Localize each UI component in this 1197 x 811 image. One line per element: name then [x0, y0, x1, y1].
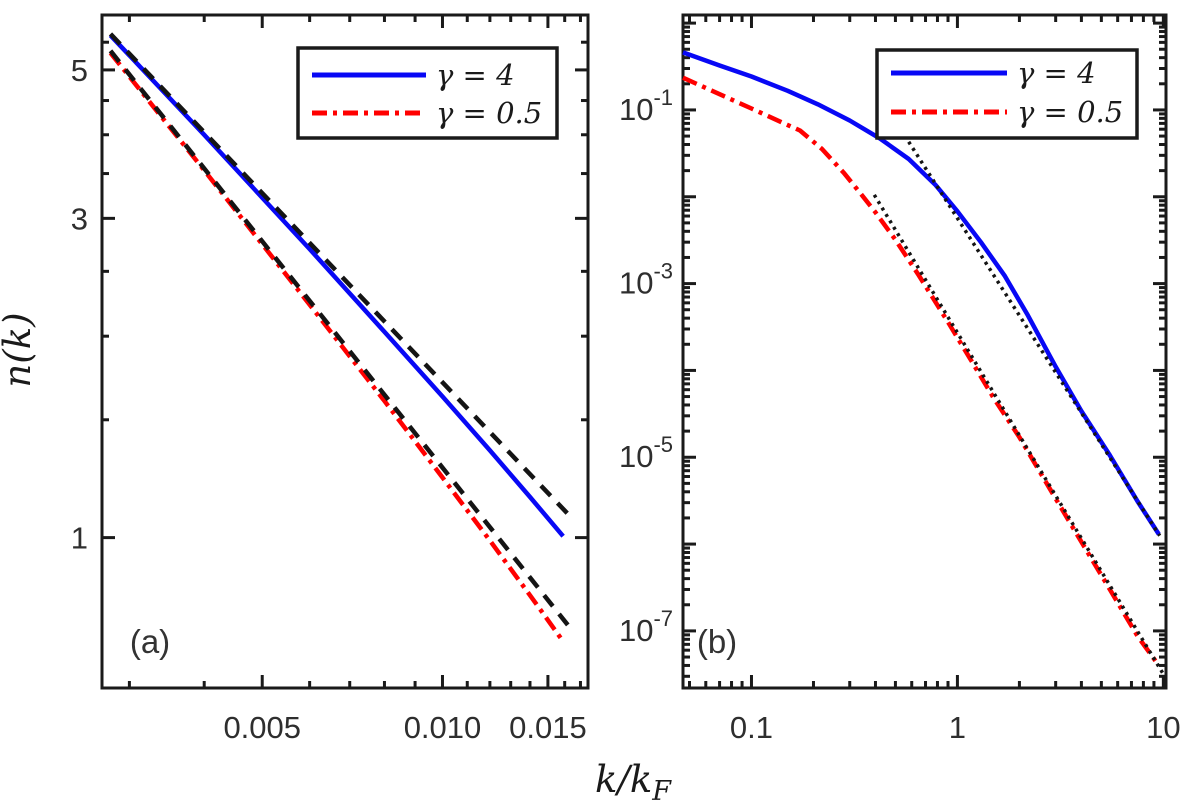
panel-a-legend-label: γ = 0.5: [436, 96, 542, 130]
panel-a-legend: γ = 4 γ = 0.5: [296, 46, 559, 140]
panel-b-y-tick-label: 10-3: [619, 259, 673, 301]
panel-b-x-tick-label: 1: [949, 710, 966, 745]
panel-a-gamma-4-curve: [108, 33, 565, 538]
panel-b-x-tick-label: 0.1: [730, 710, 773, 745]
panel-a-y-tick-label: 3: [71, 201, 88, 236]
panel-a-x-tick-label: 0.015: [509, 710, 587, 745]
panel-b: 0.1 1 10 10-1 10-3 10-5 10-7 γ = 4 γ = 0.5 (b): [619, 13, 1181, 745]
panel-b-legend-box: [875, 48, 1139, 140]
panel-a-frame: [100, 13, 590, 690]
panel-a-gamma-05-curve: [108, 51, 565, 643]
panel-b-gamma-05-k4-asymptote: [872, 193, 1164, 674]
panel-b-legend-label: γ = 4: [1017, 56, 1096, 90]
panel-b-legend: γ = 4 γ = 0.5: [875, 48, 1139, 140]
panel-a-x-tick-label: 0.005: [223, 710, 301, 745]
panel-a-legend-box: [296, 46, 559, 140]
panel-b-gamma-05-curve: [682, 75, 1161, 667]
panel-b-gamma-4-k4-asymptote: [907, 140, 1162, 537]
panel-b-y-tick-label: 10-1: [619, 85, 673, 127]
panel-b-x-tick-label: 10: [1146, 710, 1180, 745]
panel-a: 0.005 0.010 0.015 1 3 5 γ = 4 γ = 0.5 (a): [71, 13, 590, 745]
panel-a-gamma-05-powerlaw-fit: [108, 49, 570, 627]
panel-a-y-tick-label: 1: [71, 521, 88, 556]
panel-b-y-tick-label: 10-7: [619, 606, 673, 648]
panel-b-y-tick-label: 10-5: [619, 432, 673, 474]
panel-a-y-tick-label: 5: [71, 53, 88, 88]
panel-a-label: (a): [130, 623, 170, 660]
panel-b-ticks: [683, 15, 1166, 688]
panel-b-label: (b): [697, 623, 737, 660]
panel-a-ticks: [102, 15, 588, 688]
panel-a-gamma-4-powerlaw-fit: [108, 32, 570, 516]
x-axis-label: k/kF: [595, 758, 672, 807]
panel-a-legend-label: γ = 4: [436, 58, 515, 92]
y-axis-label: n(k): [0, 312, 39, 387]
panel-a-x-tick-label: 0.010: [404, 710, 482, 745]
panel-b-legend-label: γ = 0.5: [1017, 95, 1123, 129]
